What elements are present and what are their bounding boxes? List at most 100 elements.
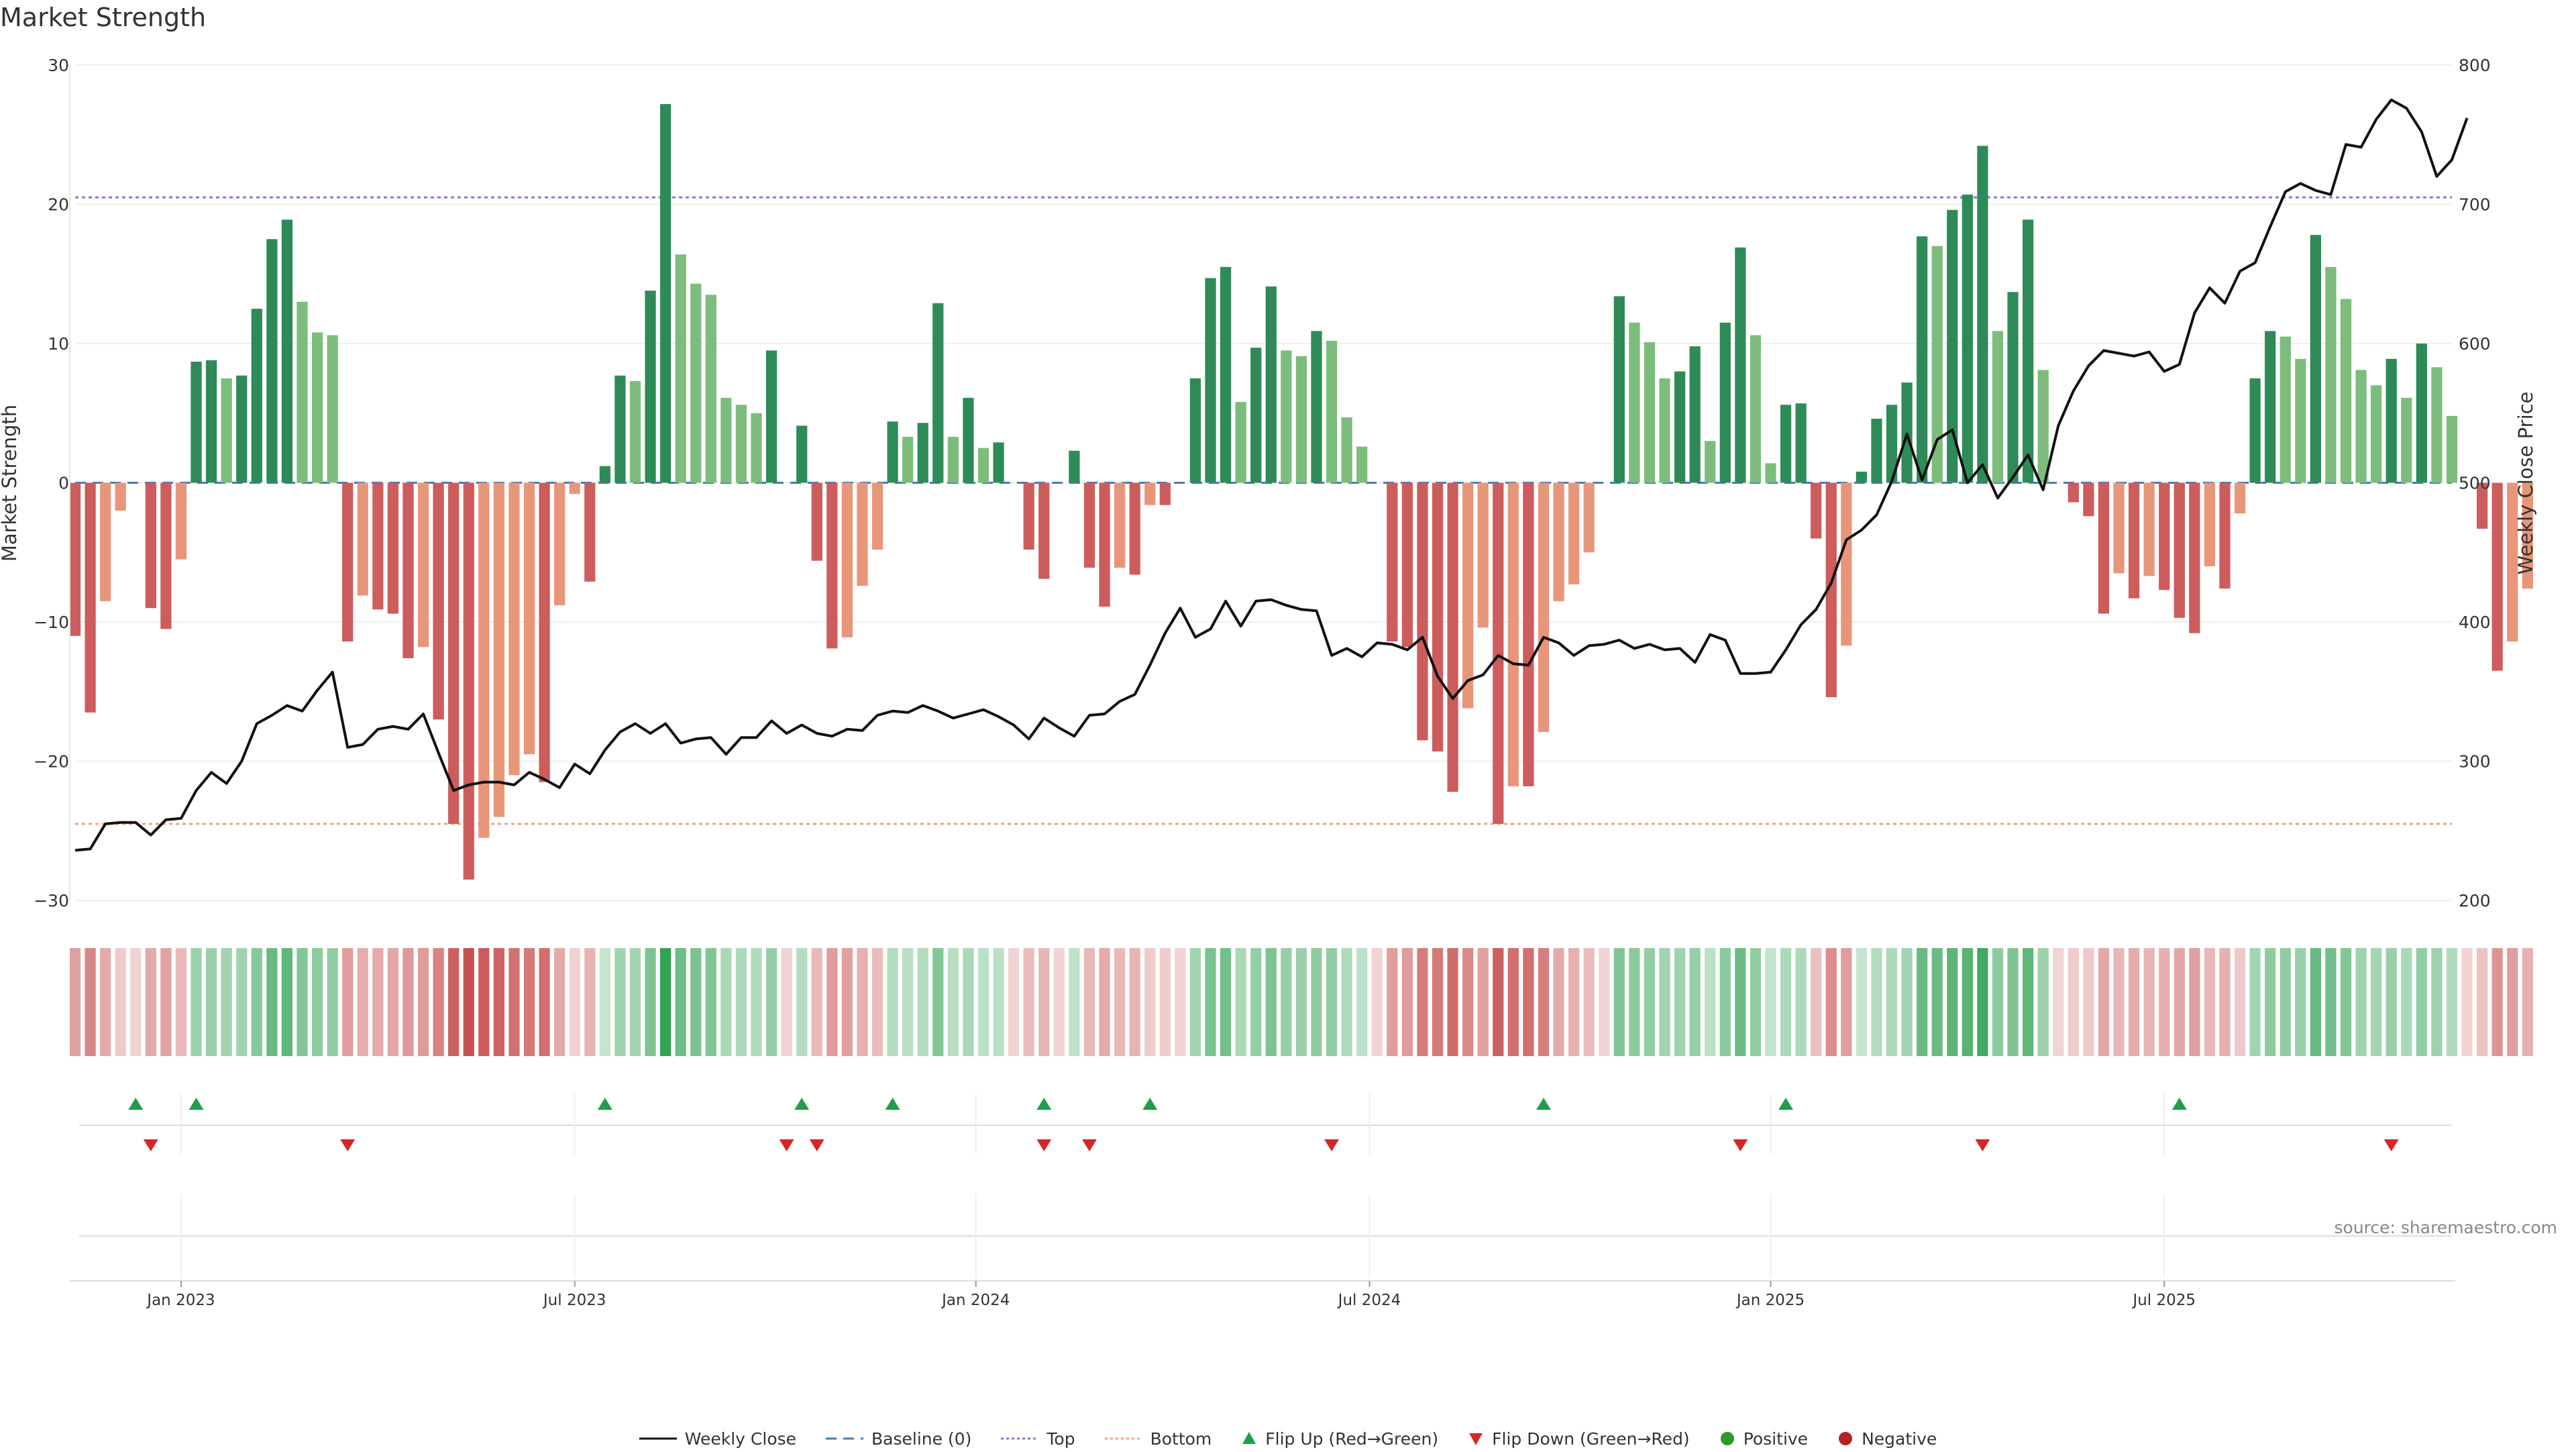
strength-bar — [69, 482, 81, 636]
heat-cell — [402, 948, 414, 1056]
strength-bar — [523, 482, 535, 755]
strength-bar — [1931, 246, 1943, 483]
strength-bar — [1705, 441, 1716, 483]
strength-bar — [145, 482, 156, 609]
legend-dashed-line-icon — [826, 1437, 864, 1440]
strength-bar — [2431, 367, 2443, 483]
strength-bar — [1250, 348, 1262, 483]
heat-cell — [281, 948, 293, 1056]
strength-bar — [205, 360, 217, 483]
heat-cell — [160, 948, 172, 1056]
heat-cell — [2249, 948, 2261, 1056]
strength-bar — [645, 291, 656, 483]
strength-bar — [1326, 340, 1338, 483]
strength-bar — [1795, 403, 1807, 483]
circle-icon — [1839, 1432, 1853, 1445]
heat-cell — [1795, 948, 1807, 1056]
weekly-close-series — [74, 98, 2469, 852]
heat-cell — [629, 948, 641, 1056]
legend-label: Weekly Close — [684, 1429, 797, 1449]
heat-cell — [1371, 948, 1383, 1056]
chart-title: Market Strength — [0, 3, 207, 32]
heat-cell — [1568, 948, 1580, 1056]
strength-bar — [100, 482, 111, 601]
heat-cell — [1265, 948, 1277, 1056]
flip-up-marker — [794, 1098, 810, 1110]
legend-label: Bottom — [1150, 1429, 1212, 1449]
strength-bar — [281, 219, 293, 483]
heat-cell — [1856, 948, 1868, 1056]
legend-label: Flip Down (Green→Red) — [1492, 1429, 1690, 1449]
heat-cell — [2189, 948, 2200, 1056]
flip-down-marker — [1036, 1139, 1052, 1151]
strength-bar — [1613, 296, 1625, 483]
strength-bar — [1341, 417, 1352, 483]
heat-cell — [826, 948, 838, 1056]
strength-bar — [1538, 482, 1550, 732]
heat-cell — [417, 948, 429, 1056]
heat-cell — [1477, 948, 1489, 1056]
y-tick-label-left: −10 — [34, 613, 69, 632]
strength-bar — [690, 283, 702, 483]
heat-cell — [2128, 948, 2140, 1056]
x-tick-label: Jul 2023 — [542, 1292, 606, 1309]
strength-bar — [478, 482, 490, 838]
heat-cell — [1719, 948, 1731, 1056]
strength-bar — [826, 482, 838, 649]
heat-cell — [2007, 948, 2019, 1056]
heat-cell — [1507, 948, 1519, 1056]
strength-bar — [1750, 335, 1762, 483]
strength-bar — [1674, 371, 1686, 483]
y-axis-label-left: Market Strength — [0, 405, 21, 562]
strength-bar — [963, 397, 974, 483]
heat-cell — [191, 948, 202, 1056]
strength-bar — [947, 437, 959, 483]
heat-cell — [796, 948, 808, 1056]
heat-cell — [1962, 948, 1973, 1056]
strength-bar — [2098, 482, 2110, 614]
heat-cell — [508, 948, 520, 1056]
flip-up-marker — [1536, 1098, 1551, 1110]
heat-cell — [614, 948, 626, 1056]
strength-bar — [2007, 292, 2019, 483]
strength-bar — [1477, 482, 1489, 628]
strength-bar — [221, 378, 232, 483]
legend-item-positive: Positive — [1719, 1429, 1808, 1449]
strength-bar — [1356, 446, 1368, 483]
strength-bar — [1069, 450, 1080, 483]
x-axis: Jan 2023 Jul 2023 Jan 2024 Jul 2024 Jan 2025… — [70, 1094, 2455, 1309]
strength-bar — [297, 301, 308, 483]
legend-label: Flip Up (Red→Green) — [1265, 1429, 1439, 1449]
strength-bar — [1311, 331, 1322, 483]
strength-bar — [448, 482, 460, 824]
strength-bar — [902, 437, 914, 483]
strength-bar — [327, 335, 338, 483]
heat-cell — [130, 948, 142, 1056]
heat-cell — [342, 948, 354, 1056]
heat-cell — [1387, 948, 1398, 1056]
strength-bar — [266, 239, 278, 483]
strength-bar — [2340, 299, 2352, 483]
strength-bar — [1629, 322, 1640, 483]
source-credit: source: sharemaestro.com — [2334, 1218, 2558, 1237]
strength-bar — [887, 421, 898, 483]
heat-cell — [463, 948, 474, 1056]
strength-bar — [2159, 482, 2170, 590]
legend-label: Baseline (0) — [871, 1429, 972, 1449]
y-tick-label-left: 0 — [58, 474, 69, 493]
legend-item-flip-up: Flip Up (Red→Green) — [1241, 1429, 1438, 1449]
strength-bar — [1992, 331, 2004, 483]
strength-bar — [372, 482, 384, 610]
heat-cell — [1931, 948, 1943, 1056]
heat-cell — [2265, 948, 2276, 1056]
strength-heat-strip — [69, 948, 2533, 1056]
strength-bar — [2446, 415, 2458, 483]
heat-cell — [1689, 948, 1701, 1056]
heat-cell — [433, 948, 444, 1056]
heat-cell — [2219, 948, 2231, 1056]
triangle-down-icon — [1469, 1433, 1483, 1445]
strength-bar — [2174, 482, 2185, 618]
strength-bar — [1144, 482, 1156, 505]
strength-bar — [1023, 482, 1034, 550]
strength-bar — [1886, 405, 1898, 483]
